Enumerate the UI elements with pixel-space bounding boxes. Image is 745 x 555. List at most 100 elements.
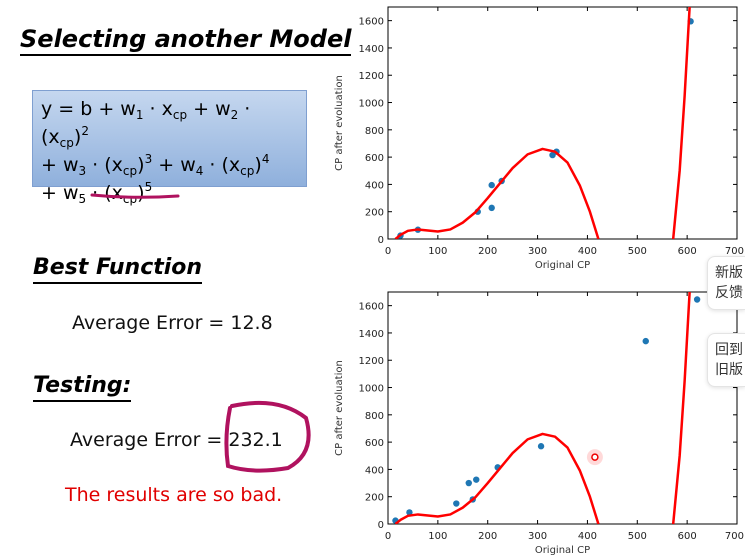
y-tick-label: 1400 bbox=[359, 44, 384, 55]
formula-token: 2 bbox=[230, 108, 239, 122]
fitted-curve bbox=[671, 7, 691, 239]
formula-token: 4 bbox=[261, 152, 270, 166]
testing-error-value: 232.1 bbox=[228, 429, 283, 451]
best-function-heading: Best Function bbox=[33, 254, 203, 284]
popup-line: 新版 bbox=[715, 265, 743, 281]
formula-underline-annotation bbox=[90, 193, 180, 199]
x-tick-label: 500 bbox=[628, 246, 647, 257]
old-version-popup[interactable]: 回到 旧版 bbox=[707, 333, 745, 387]
x-tick-label: 100 bbox=[428, 531, 447, 542]
formula-token: 2 bbox=[81, 124, 89, 138]
formula-token: · (x bbox=[203, 154, 241, 176]
x-axis-label: Original CP bbox=[535, 260, 590, 271]
formula-token: + w bbox=[152, 154, 196, 176]
y-tick-label: 200 bbox=[365, 493, 384, 504]
y-tick-label: 200 bbox=[365, 208, 384, 219]
y-tick-label: 600 bbox=[365, 438, 384, 449]
y-axis-label: CP after evoluation bbox=[334, 360, 345, 456]
data-point bbox=[693, 296, 701, 303]
model-formula: y = b + w1 · xcp + w2 · (xcp)2 + w3 · (xc… bbox=[32, 90, 307, 205]
y-tick-label: 1600 bbox=[359, 302, 384, 313]
x-tick-label: 600 bbox=[678, 246, 697, 257]
formula-token: ) bbox=[254, 154, 262, 176]
x-tick-label: 400 bbox=[578, 246, 597, 257]
fitted-curve bbox=[394, 147, 600, 239]
x-tick-label: 700 bbox=[725, 246, 744, 257]
formula-token: y = b + w bbox=[41, 98, 136, 120]
slide-title: Selecting another Model bbox=[20, 24, 352, 56]
formula-token: + w bbox=[41, 154, 79, 176]
formula-line: + w5 · (xcp)5 bbox=[41, 179, 298, 207]
formula-token: cp bbox=[122, 164, 138, 178]
y-tick-label: 0 bbox=[378, 235, 384, 246]
y-tick-label: 400 bbox=[365, 465, 384, 476]
plot-frame bbox=[387, 6, 738, 240]
x-tick-label: 0 bbox=[385, 531, 391, 542]
y-tick-label: 800 bbox=[365, 411, 384, 422]
formula-lines: y = b + w1 · xcp + w2 · (xcp)2 + w3 · (xc… bbox=[41, 95, 298, 207]
y-tick-label: 1000 bbox=[359, 99, 384, 110]
formula-token: cp bbox=[172, 108, 188, 122]
x-tick-label: 600 bbox=[678, 531, 697, 542]
verdict-text: The results are so bad. bbox=[65, 484, 283, 506]
formula-line: y = b + w1 · xcp + w2 · (xcp)2 bbox=[41, 95, 298, 151]
testing-error: Average Error = 232.1 bbox=[70, 429, 283, 451]
y-tick-label: 1200 bbox=[359, 71, 384, 82]
formula-token: + w bbox=[41, 182, 79, 204]
data-point bbox=[537, 443, 545, 450]
training-chart: 0 100 200 300 400 500 600 700 0 200 400 600 800 1000 1… bbox=[334, 6, 744, 271]
data-point bbox=[473, 476, 480, 483]
plot-frame bbox=[387, 291, 738, 525]
formula-token: · x bbox=[143, 98, 173, 120]
cursor-marker bbox=[591, 453, 599, 461]
data-point bbox=[453, 500, 460, 507]
y-tick-label: 1600 bbox=[359, 17, 384, 28]
formula-token: 4 bbox=[195, 164, 204, 178]
data-point bbox=[465, 479, 472, 487]
popup-line: 旧版 bbox=[715, 362, 743, 378]
data-point bbox=[406, 509, 413, 516]
y-axis-label: CP after evoluation bbox=[334, 75, 345, 171]
formula-token: 3 bbox=[78, 164, 87, 178]
formula-token: ) bbox=[73, 126, 82, 148]
x-tick-label: 200 bbox=[478, 531, 497, 542]
formula-token: 5 bbox=[78, 192, 87, 206]
formula-token: ) bbox=[137, 182, 145, 204]
feedback-popup[interactable]: 新版 反馈 bbox=[707, 256, 745, 310]
x-tick-label: 400 bbox=[578, 531, 597, 542]
formula-token: · (x bbox=[86, 154, 123, 176]
fitted-curve bbox=[671, 292, 691, 524]
formula-token: 5 bbox=[144, 180, 153, 194]
plot-area bbox=[394, 7, 694, 239]
formula-line: + w3 · (xcp)3 + w4 · (xcp)4 bbox=[41, 151, 298, 179]
fitted-curve bbox=[394, 432, 600, 524]
y-tick-label: 600 bbox=[365, 153, 384, 164]
formula-token: cp bbox=[240, 164, 255, 178]
y-tick-label: 1200 bbox=[359, 356, 384, 367]
x-tick-label: 700 bbox=[725, 531, 744, 542]
testing-chart: 0 100 200 300 400 500 600 700 0 200 400 600 800 1000 1… bbox=[334, 291, 744, 555]
x-tick-label: 300 bbox=[528, 531, 547, 542]
formula-token: 1 bbox=[135, 108, 144, 122]
training-error: Average Error = 12.8 bbox=[72, 312, 273, 334]
data-point bbox=[642, 337, 649, 345]
x-axis-label: Original CP bbox=[535, 545, 590, 555]
y-tick-label: 800 bbox=[365, 126, 384, 137]
x-tick-label: 100 bbox=[428, 246, 447, 257]
testing-error-label: Average Error = bbox=[70, 429, 229, 451]
x-tick-label: 0 bbox=[385, 246, 391, 257]
y-tick-label: 400 bbox=[365, 180, 384, 191]
formula-token: ) bbox=[137, 154, 145, 176]
y-tick-label: 1000 bbox=[359, 384, 384, 395]
circle-annotation bbox=[224, 400, 311, 473]
formula-token: cp bbox=[59, 136, 74, 150]
formula-token: 3 bbox=[144, 152, 153, 166]
popup-line: 反馈 bbox=[715, 285, 743, 301]
formula-token: · (x bbox=[41, 98, 251, 148]
x-tick-label: 500 bbox=[628, 531, 647, 542]
formula-token: + w bbox=[187, 98, 231, 120]
x-tick-label: 300 bbox=[528, 246, 547, 257]
formula-token: · (x bbox=[86, 182, 123, 204]
data-point bbox=[488, 181, 495, 189]
plot-area bbox=[392, 292, 701, 524]
